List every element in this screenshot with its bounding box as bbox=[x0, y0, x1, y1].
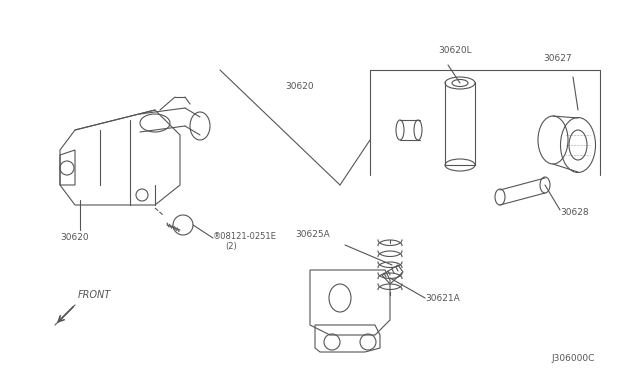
Text: 30628: 30628 bbox=[560, 208, 589, 217]
Text: (2): (2) bbox=[225, 242, 237, 251]
Text: J306000C: J306000C bbox=[552, 354, 595, 363]
Text: 30625A: 30625A bbox=[295, 230, 330, 239]
Text: 30627: 30627 bbox=[543, 54, 572, 63]
Text: 30621A: 30621A bbox=[425, 294, 460, 303]
Text: 30620: 30620 bbox=[285, 82, 314, 91]
Text: 30620: 30620 bbox=[60, 233, 88, 242]
Text: ®08121-0251E: ®08121-0251E bbox=[213, 232, 277, 241]
Text: 30620L: 30620L bbox=[438, 46, 472, 55]
Text: FRONT: FRONT bbox=[78, 290, 111, 300]
